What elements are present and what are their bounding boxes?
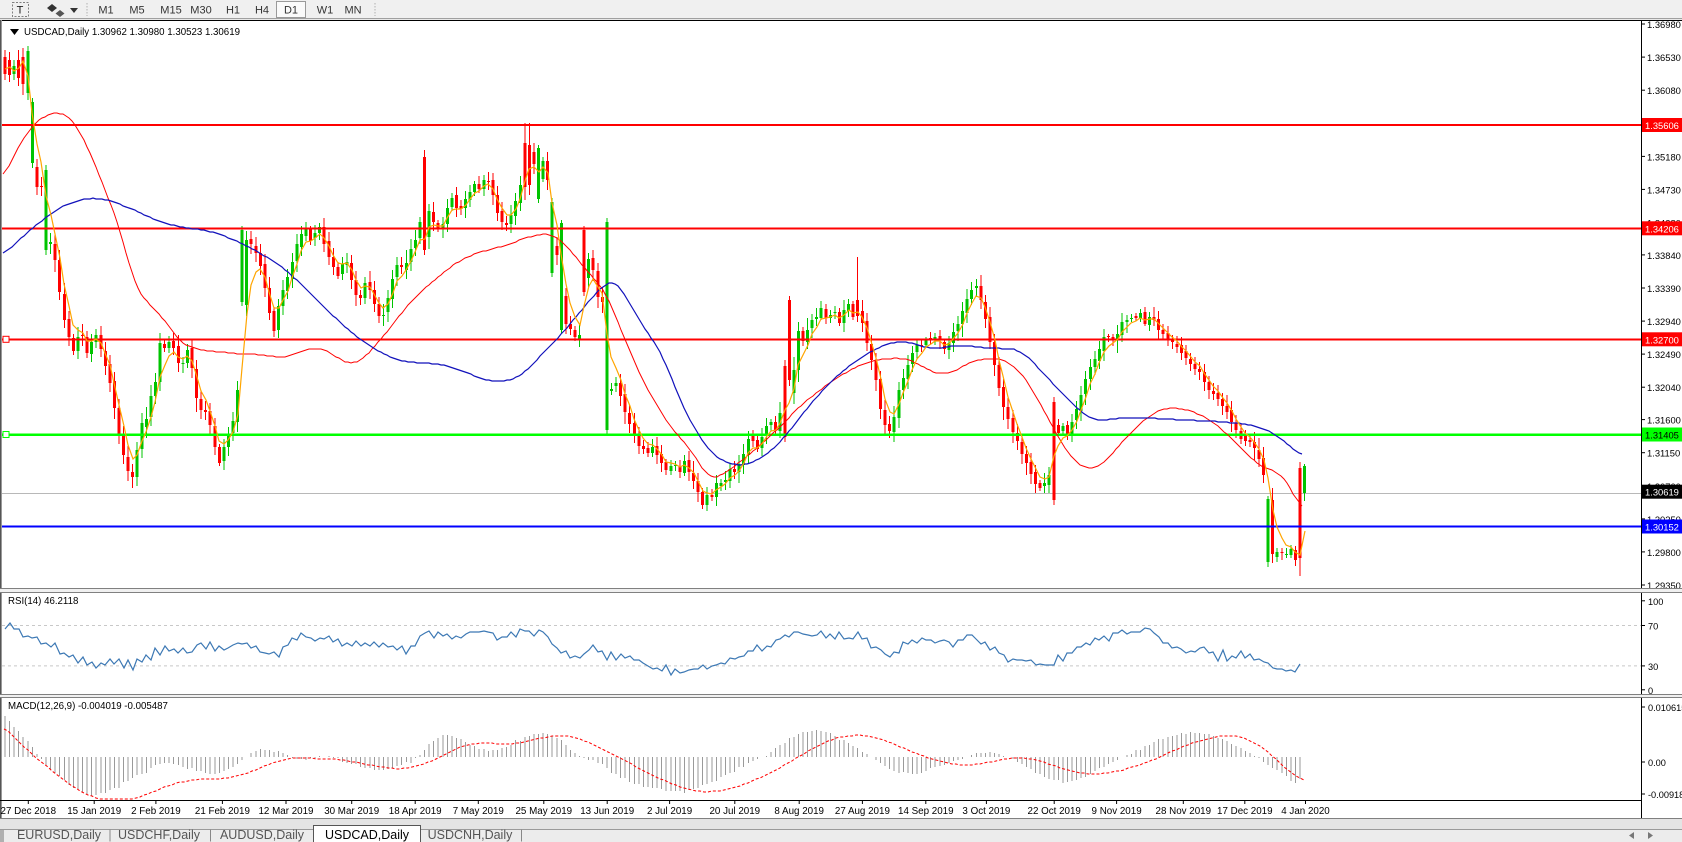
svg-text:2 Jul 2019: 2 Jul 2019 [647, 806, 692, 817]
svg-text:1.33390: 1.33390 [1647, 283, 1681, 294]
svg-text:2 Feb 2019: 2 Feb 2019 [131, 806, 181, 817]
svg-text:1.34206: 1.34206 [1645, 223, 1679, 234]
svg-text:0: 0 [1648, 686, 1653, 696]
svg-text:W1: W1 [317, 5, 334, 17]
svg-text:M30: M30 [190, 5, 211, 17]
svg-text:27 Aug 2019: 27 Aug 2019 [835, 806, 890, 817]
svg-text:1.32940: 1.32940 [1647, 316, 1681, 327]
svg-text:1.30152: 1.30152 [1645, 522, 1679, 533]
svg-text:1.31150: 1.31150 [1647, 448, 1680, 459]
svg-text:1.33840: 1.33840 [1647, 250, 1681, 261]
svg-text:H4: H4 [255, 5, 269, 17]
svg-text:8 Aug 2019: 8 Aug 2019 [774, 806, 824, 817]
svg-text:12 Mar 2019: 12 Mar 2019 [258, 806, 313, 817]
svg-text:1.31405: 1.31405 [1645, 430, 1679, 441]
svg-text:13 Jun 2019: 13 Jun 2019 [580, 806, 634, 817]
svg-text:USDCNH,Daily: USDCNH,Daily [428, 828, 513, 842]
svg-text:18 Apr 2019: 18 Apr 2019 [389, 806, 442, 817]
svg-text:M1: M1 [98, 5, 113, 17]
svg-text:T: T [17, 5, 24, 17]
svg-text:20 Jul 2019: 20 Jul 2019 [709, 806, 760, 817]
svg-text:RSI(14) 46.2118: RSI(14) 46.2118 [8, 596, 78, 607]
svg-text:14 Sep 2019: 14 Sep 2019 [898, 806, 954, 817]
svg-text:17 Dec 2019: 17 Dec 2019 [1217, 806, 1273, 817]
svg-text:27 Dec 2018: 27 Dec 2018 [1, 806, 57, 817]
svg-text:1.30619: 1.30619 [1645, 487, 1679, 498]
svg-text:100: 100 [1648, 597, 1663, 607]
svg-text:1.35180: 1.35180 [1647, 151, 1681, 162]
svg-text:|: | [520, 828, 523, 842]
svg-text:D1: D1 [284, 5, 298, 17]
svg-text:7 May 2019: 7 May 2019 [453, 806, 504, 817]
svg-text:21 Feb 2019: 21 Feb 2019 [195, 806, 250, 817]
svg-text:9 Nov 2019: 9 Nov 2019 [1092, 806, 1142, 817]
svg-text:1.32040: 1.32040 [1647, 382, 1681, 393]
svg-text:1.32700: 1.32700 [1645, 334, 1679, 345]
svg-text:28 Nov 2019: 28 Nov 2019 [1156, 806, 1212, 817]
svg-text:25 May 2019: 25 May 2019 [515, 806, 572, 817]
svg-text:H1: H1 [226, 5, 240, 17]
svg-text:|: | [209, 828, 212, 842]
svg-text:1.36080: 1.36080 [1647, 85, 1681, 96]
svg-text:MACD(12,26,9) -0.004019 -0.005: MACD(12,26,9) -0.004019 -0.005487 [8, 701, 168, 712]
svg-text:1.34730: 1.34730 [1647, 184, 1681, 195]
svg-text:MN: MN [344, 5, 361, 17]
svg-text:AUDUSD,Daily: AUDUSD,Daily [220, 828, 305, 842]
svg-text:30 Mar 2019: 30 Mar 2019 [324, 806, 379, 817]
svg-text:22 Oct 2019: 22 Oct 2019 [1028, 806, 1081, 817]
svg-text:70: 70 [1648, 622, 1658, 632]
svg-text:1.30250: 1.30250 [1647, 514, 1681, 525]
svg-text:|: | [108, 828, 111, 842]
svg-text:0.00: 0.00 [1648, 758, 1666, 768]
svg-text:USDCAD,Daily: USDCAD,Daily [325, 828, 410, 842]
svg-text:USDCHF,Daily: USDCHF,Daily [118, 828, 201, 842]
svg-text:M5: M5 [129, 5, 144, 17]
svg-text:M15: M15 [160, 5, 181, 17]
svg-text:4 Jan 2020: 4 Jan 2020 [1281, 806, 1330, 817]
svg-text:1.36530: 1.36530 [1647, 52, 1681, 63]
svg-text:1.29350: 1.29350 [1647, 580, 1681, 591]
svg-text:1.29800: 1.29800 [1647, 547, 1681, 558]
svg-text:15 Jan 2019: 15 Jan 2019 [67, 806, 121, 817]
svg-text:1.32490: 1.32490 [1647, 349, 1681, 360]
svg-text:USDCAD,Daily 1.30962 1.30980: USDCAD,Daily 1.30962 1.30980 1.30523 1.3… [24, 27, 240, 38]
svg-text:1.36980: 1.36980 [1647, 19, 1681, 30]
svg-text:3 Oct 2019: 3 Oct 2019 [962, 806, 1010, 817]
svg-text:EURUSD,Daily: EURUSD,Daily [17, 828, 102, 842]
svg-text:-0.00918: -0.00918 [1648, 790, 1682, 800]
svg-text:1.31600: 1.31600 [1647, 415, 1681, 426]
svg-text:0.010615: 0.010615 [1648, 703, 1682, 713]
svg-text:30: 30 [1648, 662, 1658, 672]
svg-text:1.35606: 1.35606 [1645, 120, 1679, 131]
